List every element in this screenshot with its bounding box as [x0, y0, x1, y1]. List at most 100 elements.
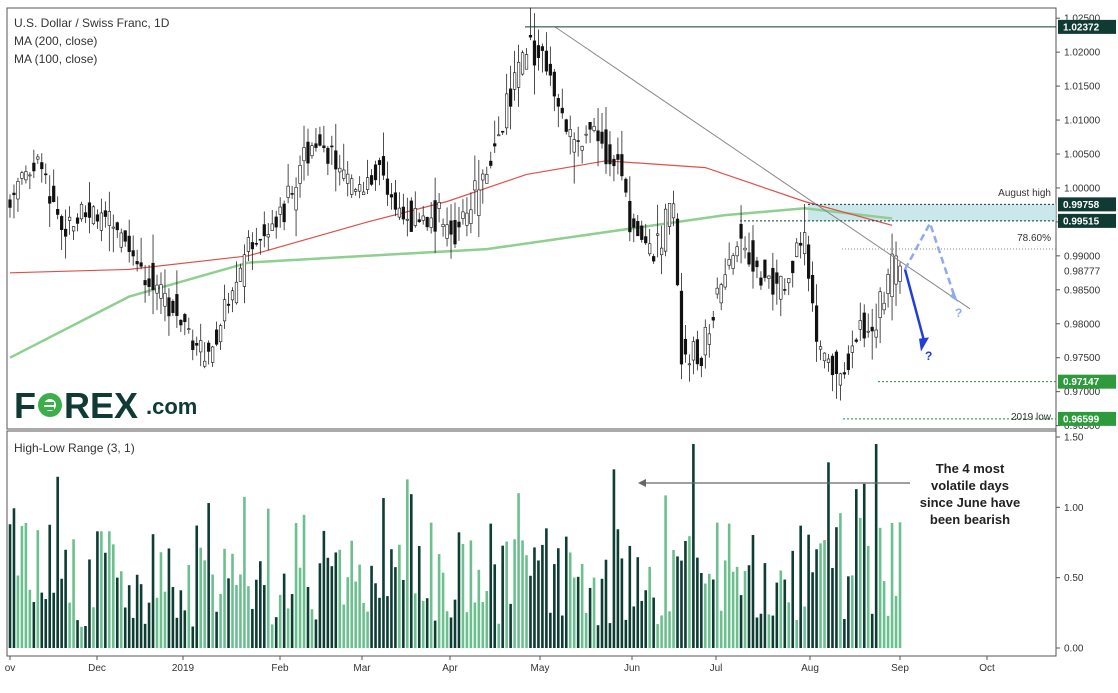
range-bar: [179, 590, 183, 648]
candle: [71, 226, 76, 240]
candle: [215, 321, 219, 347]
candle: [751, 225, 755, 289]
candle: [644, 223, 648, 246]
candle: [755, 256, 759, 279]
range-bar: [779, 570, 783, 648]
candle: [818, 340, 823, 361]
candle: [520, 50, 525, 76]
question-mark-1: ?: [925, 349, 932, 363]
candle: [731, 252, 735, 275]
range-bar: [787, 602, 791, 648]
range-bar: [135, 574, 139, 648]
candle: [707, 324, 711, 358]
candle: [20, 170, 24, 185]
candle: [99, 198, 103, 242]
candle: [314, 127, 318, 152]
candle: [886, 268, 890, 308]
range-bar: [92, 607, 95, 648]
candle: [405, 197, 409, 237]
current-price-tag: [1058, 263, 1116, 278]
candle: [783, 278, 787, 295]
candle: [36, 153, 40, 164]
range-bar: [700, 572, 703, 648]
range-bar: [354, 581, 357, 648]
range-bar: [104, 552, 107, 648]
candle: [91, 205, 96, 226]
range-bar: [413, 593, 417, 648]
range-bar: [465, 612, 469, 648]
candle: [246, 230, 250, 262]
indicator-axis-ticks: 1.50 1.00 0.50 0.00: [1056, 433, 1084, 655]
range-bar: [310, 609, 314, 648]
candle: [791, 260, 795, 288]
range-bar: [306, 586, 310, 648]
range-bar: [159, 552, 163, 648]
range-bar: [235, 584, 238, 648]
candle: [743, 236, 747, 259]
time-tick-label: May: [531, 663, 550, 674]
candle: [489, 151, 493, 169]
candle: [8, 194, 12, 218]
range-bar: [505, 541, 508, 648]
chart-title: U.S. Dollar / Swiss Franc, 1D: [14, 16, 170, 30]
candle: [123, 230, 127, 247]
candle: [151, 234, 155, 315]
candle: [767, 275, 771, 289]
candle: [830, 353, 835, 392]
range-bar: [243, 496, 246, 648]
range-bar: [131, 617, 135, 648]
range-bar: [735, 566, 739, 648]
candle: [143, 265, 147, 303]
indicator-tick-label: 1.50: [1064, 433, 1084, 444]
question-mark-2: ?: [955, 306, 962, 320]
range-bar: [72, 539, 75, 648]
candle: [318, 126, 322, 147]
candle: [397, 192, 401, 221]
range-bar: [60, 578, 63, 648]
candle: [350, 174, 354, 198]
price-tick-label: 1.02500: [1064, 14, 1101, 25]
range-bar: [112, 544, 115, 648]
candle: [735, 241, 739, 263]
range-bar: [44, 599, 48, 648]
range-bar: [680, 560, 683, 648]
candle: [377, 157, 382, 186]
indicator-title: High-Low Range (3, 1): [14, 441, 135, 455]
range-bar: [421, 600, 425, 648]
candle: [763, 259, 767, 282]
candles-group: [8, 7, 902, 401]
candle: [199, 323, 203, 367]
candle: [131, 235, 135, 266]
range-bar: [807, 534, 810, 648]
candle: [866, 313, 870, 338]
candle: [814, 284, 819, 362]
range-bar: [28, 589, 32, 648]
candle: [604, 106, 608, 174]
range-bar: [338, 549, 342, 648]
candle: [512, 50, 517, 101]
range-bar: [775, 582, 779, 648]
price-tick-label: 1.00000: [1064, 183, 1101, 194]
range-bar: [461, 543, 465, 648]
svg-text:F: F: [14, 385, 36, 426]
candle: [401, 193, 405, 225]
range-bar: [886, 615, 890, 648]
candle: [44, 163, 48, 185]
range-bar: [36, 530, 40, 648]
candle: [894, 241, 898, 306]
candle: [842, 362, 846, 379]
range-bar: [318, 563, 322, 648]
candle: [826, 354, 831, 372]
range-bar: [187, 565, 191, 648]
range-bar: [171, 587, 175, 648]
candle: [203, 342, 207, 369]
candle: [135, 249, 139, 272]
candle: [222, 284, 227, 329]
candle: [675, 213, 680, 287]
candle: [540, 43, 545, 73]
candle: [882, 291, 886, 315]
range-bar: [417, 545, 421, 648]
range-bar: [572, 577, 576, 648]
range-bar: [191, 626, 195, 648]
candle: [346, 161, 350, 197]
